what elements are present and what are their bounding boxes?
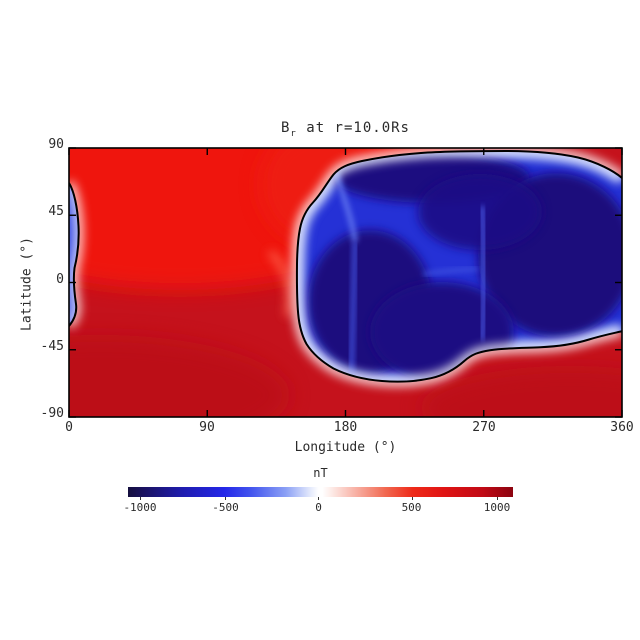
x-tick-label-360: 360 xyxy=(610,420,634,435)
x-tick-label-180: 180 xyxy=(333,420,358,435)
x-axis-label: Longitude (°) xyxy=(294,440,397,455)
colorbar-tick xyxy=(496,497,498,500)
y-tick-label-45: 45 xyxy=(48,204,64,219)
colorbar-tick xyxy=(139,497,141,500)
y-tick-label-n90: -90 xyxy=(40,406,64,421)
title-base: B xyxy=(280,120,291,136)
x-tick-label-90: 90 xyxy=(199,420,215,435)
plot-area xyxy=(69,148,622,417)
zero-contour-main xyxy=(295,149,622,383)
colorbar-tick-label-0: 0 xyxy=(315,501,322,514)
y-tick-label-n45: -45 xyxy=(40,339,64,354)
zero-contour-sliver xyxy=(69,182,80,327)
colorbar-tick-label-n1000: -1000 xyxy=(123,501,157,514)
y-tick-label-0: 0 xyxy=(56,272,64,287)
red-hook-feature xyxy=(267,249,293,317)
colorbar-tick-label-1000: 1000 xyxy=(483,501,511,514)
plot-frame xyxy=(68,147,623,418)
title-subscript: r xyxy=(290,128,297,139)
x-tick-label-0: 0 xyxy=(65,420,73,435)
colorbar-tick xyxy=(318,497,319,500)
colorbar-tick xyxy=(411,497,413,500)
x-tick-label-270: 270 xyxy=(472,420,496,435)
colorbar-gradient xyxy=(128,487,513,500)
y-tick-label-90: 90 xyxy=(48,137,64,152)
colorbar-title: nT xyxy=(313,466,328,480)
title-rest: at r=10.0Rs xyxy=(296,120,410,136)
colorbar-tick-label-n500: -500 xyxy=(212,501,239,514)
plot-title: Br at r=10.0Rs xyxy=(69,120,622,139)
colorbar-tick xyxy=(225,497,226,500)
colorbar-tick-label-500: 500 xyxy=(401,501,422,514)
